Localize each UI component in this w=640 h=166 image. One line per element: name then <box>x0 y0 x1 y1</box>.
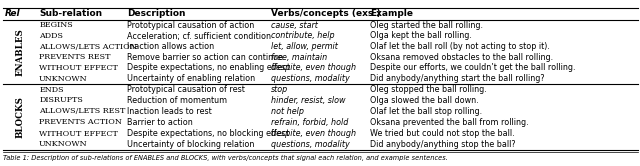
Text: ALLOWS/LETS ACTION: ALLOWS/LETS ACTION <box>39 43 137 51</box>
Text: Inaction leads to rest: Inaction leads to rest <box>127 107 212 116</box>
Text: PREVENTS REST: PREVENTS REST <box>39 53 111 61</box>
Text: ALLOWS/LETS REST: ALLOWS/LETS REST <box>39 108 125 116</box>
Text: hinder, resist, slow: hinder, resist, slow <box>271 96 346 105</box>
Text: Prototypical causation of action: Prototypical causation of action <box>127 21 254 30</box>
Text: despite, even though: despite, even though <box>271 64 356 73</box>
Text: let, allow, permit: let, allow, permit <box>271 42 338 51</box>
Text: Olga slowed the ball down.: Olga slowed the ball down. <box>370 96 479 105</box>
Text: ENABLES: ENABLES <box>15 28 25 76</box>
Text: Sub-relation: Sub-relation <box>39 9 102 18</box>
Text: Did anybody/anything start the ball rolling?: Did anybody/anything start the ball roll… <box>370 74 545 83</box>
Text: contribute, help: contribute, help <box>271 32 335 41</box>
Text: Barrier to action: Barrier to action <box>127 118 193 127</box>
Text: Olaf let the ball roll (by not acting to stop it).: Olaf let the ball roll (by not acting to… <box>370 42 550 51</box>
Text: PREVENTS ACTION: PREVENTS ACTION <box>39 119 122 126</box>
Text: Example: Example <box>370 9 413 18</box>
Text: Oleg started the ball rolling.: Oleg started the ball rolling. <box>370 21 483 30</box>
Text: Oksana prevented the ball from rolling.: Oksana prevented the ball from rolling. <box>370 118 529 127</box>
Text: Oksana removed obstacles to the ball rolling.: Oksana removed obstacles to the ball rol… <box>370 53 553 62</box>
Text: ENDS: ENDS <box>39 85 64 93</box>
Text: free, maintain: free, maintain <box>271 53 327 62</box>
Text: Inaction allows action: Inaction allows action <box>127 42 214 51</box>
Text: despite, even though: despite, even though <box>271 129 356 138</box>
Text: Despite expectations, no blocking effect: Despite expectations, no blocking effect <box>127 129 289 138</box>
Text: Uncertainty of enabling relation: Uncertainty of enabling relation <box>127 74 255 83</box>
Text: ADDS: ADDS <box>39 32 63 40</box>
Text: Acceleration; cf. sufficient condition: Acceleration; cf. sufficient condition <box>127 32 271 41</box>
Text: We tried but could not stop the ball.: We tried but could not stop the ball. <box>370 129 515 138</box>
Text: questions, modality: questions, modality <box>271 74 349 83</box>
Text: BLOCKS: BLOCKS <box>15 96 25 138</box>
Text: Oleg stopped the ball rolling.: Oleg stopped the ball rolling. <box>370 85 487 94</box>
Text: WITHOUT EFFECT: WITHOUT EFFECT <box>39 129 118 137</box>
Text: stop: stop <box>271 85 288 94</box>
Text: questions, modality: questions, modality <box>271 140 349 149</box>
Text: DISRUPTS: DISRUPTS <box>39 96 83 105</box>
Text: Despite our efforts, we couldn’t get the ball rolling.: Despite our efforts, we couldn’t get the… <box>370 64 575 73</box>
Text: not help: not help <box>271 107 304 116</box>
Text: Verbs/concepts (exs.): Verbs/concepts (exs.) <box>271 9 381 18</box>
Text: Description: Description <box>127 9 186 18</box>
Text: Rel: Rel <box>5 9 21 18</box>
Text: Reduction of momentum: Reduction of momentum <box>127 96 227 105</box>
Text: UNKNOWN: UNKNOWN <box>39 140 88 149</box>
Text: Olga kept the ball rolling.: Olga kept the ball rolling. <box>370 32 472 41</box>
Text: Olaf let the ball stop rolling.: Olaf let the ball stop rolling. <box>370 107 482 116</box>
Text: BEGINS: BEGINS <box>39 21 73 29</box>
Text: UNKNOWN: UNKNOWN <box>39 75 88 83</box>
Text: Uncertainty of blocking relation: Uncertainty of blocking relation <box>127 140 254 149</box>
Text: cause, start: cause, start <box>271 21 317 30</box>
Text: Remove barrier so action can continue: Remove barrier so action can continue <box>127 53 283 62</box>
Text: WITHOUT EFFECT: WITHOUT EFFECT <box>39 64 118 72</box>
Text: Despite expectations, no enabling effect: Despite expectations, no enabling effect <box>127 64 290 73</box>
Text: Prototypical causation of rest: Prototypical causation of rest <box>127 85 244 94</box>
Text: refrain, forbid, hold: refrain, forbid, hold <box>271 118 348 127</box>
Text: Table 1: Description of sub-relations of ENABLES and BLOCKS, with verbs/concepts: Table 1: Description of sub-relations of… <box>3 155 448 161</box>
Text: Did anybody/anything stop the ball?: Did anybody/anything stop the ball? <box>370 140 516 149</box>
